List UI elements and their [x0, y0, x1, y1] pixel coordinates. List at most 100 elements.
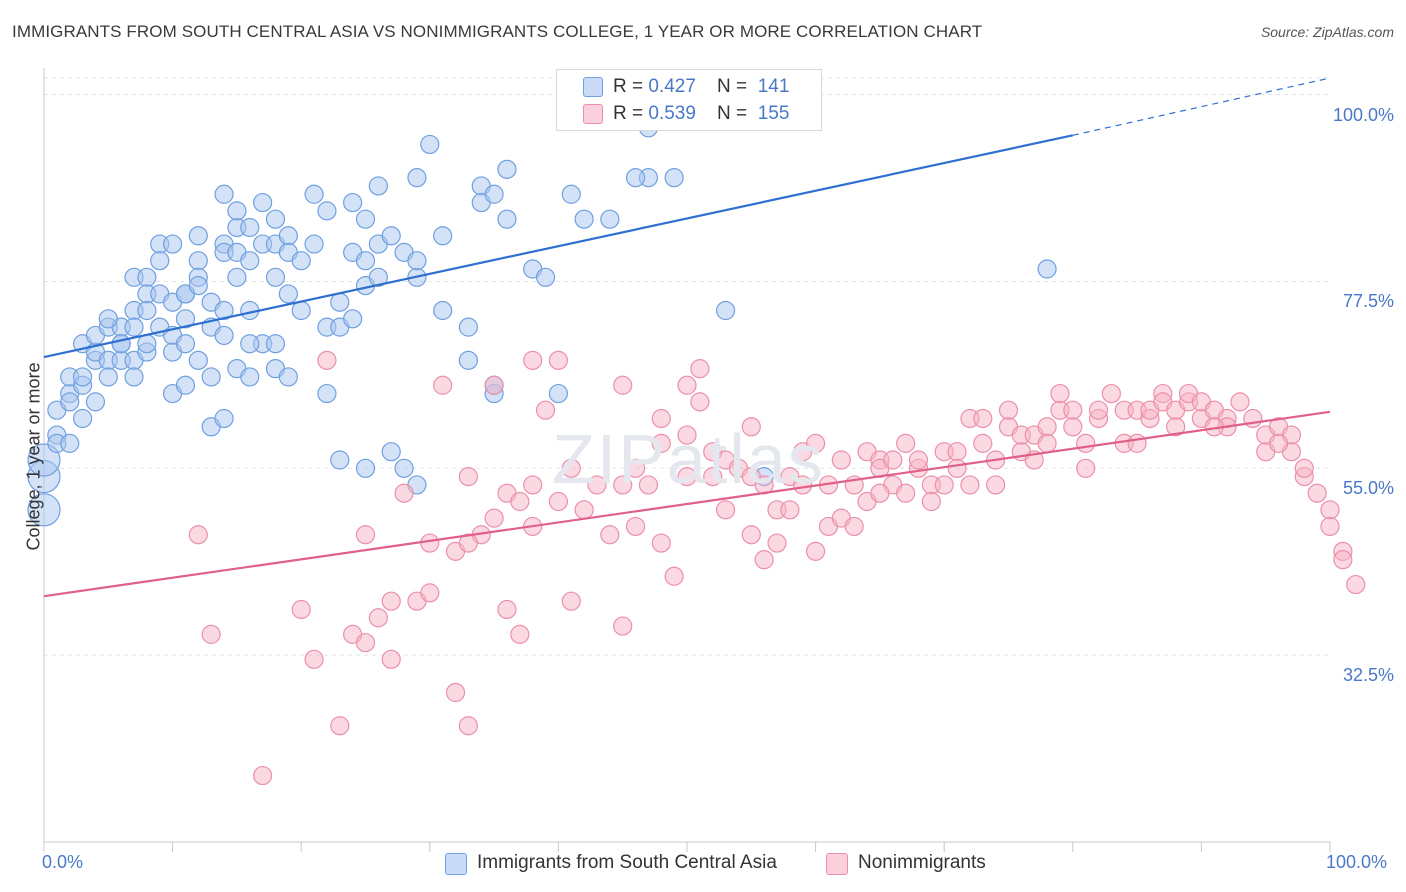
point-immigrants — [368, 267, 388, 287]
point-nonimmigrants — [677, 467, 697, 487]
point-nonimmigrants — [253, 765, 273, 786]
point-immigrants — [27, 493, 61, 527]
point-immigrants — [304, 184, 324, 204]
point-immigrants — [137, 300, 157, 321]
point-immigrants — [420, 134, 440, 155]
point-nonimmigrants — [613, 616, 633, 636]
point-immigrants — [304, 234, 324, 254]
point-nonimmigrants — [458, 533, 478, 553]
point-nonimmigrants — [535, 400, 556, 420]
trendline-immigrants — [43, 134, 1074, 359]
point-nonimmigrants — [484, 508, 504, 528]
point-immigrants — [317, 383, 337, 404]
point-nonimmigrants — [677, 425, 697, 445]
point-immigrants — [497, 209, 517, 229]
r-label: R = — [613, 76, 649, 97]
point-immigrants — [291, 300, 311, 321]
point-nonimmigrants — [986, 475, 1006, 495]
point-immigrants — [72, 367, 93, 387]
point-nonimmigrants — [896, 483, 916, 503]
point-immigrants — [240, 217, 260, 238]
point-immigrants — [240, 367, 260, 387]
r-value: 0.427 — [648, 76, 696, 97]
point-immigrants — [175, 375, 196, 395]
n-label: N = — [717, 76, 753, 97]
point-nonimmigrants — [355, 633, 376, 653]
point-nonimmigrants — [625, 516, 646, 537]
point-immigrants — [98, 309, 118, 329]
point-nonimmigrants — [625, 458, 646, 478]
point-immigrants — [433, 300, 453, 321]
point-immigrants — [407, 168, 427, 188]
point-immigrants — [72, 408, 93, 429]
point-nonimmigrants — [497, 599, 517, 620]
point-nonimmigrants — [317, 350, 337, 370]
point-nonimmigrants — [548, 350, 569, 370]
point-immigrants — [214, 184, 234, 204]
point-immigrants — [278, 226, 298, 246]
point-immigrants — [574, 209, 594, 229]
legend-swatch-blue — [445, 853, 467, 875]
point-nonimmigrants — [561, 591, 581, 611]
point-immigrants — [175, 334, 196, 354]
chart-title: IMMIGRANTS FROM SOUTH CENTRAL ASIA VS NO… — [12, 22, 983, 41]
point-immigrants — [330, 450, 350, 470]
point-nonimmigrants — [793, 475, 813, 495]
point-immigrants — [227, 267, 247, 287]
point-immigrants — [407, 251, 427, 271]
point-nonimmigrants — [613, 375, 633, 395]
point-immigrants — [214, 325, 234, 346]
point-nonimmigrants — [780, 500, 800, 520]
n-value: 155 — [757, 103, 790, 124]
point-immigrants — [27, 443, 61, 477]
point-nonimmigrants — [1127, 433, 1147, 453]
x-tick-label-max: 100.0% — [1326, 852, 1388, 872]
point-nonimmigrants — [381, 591, 401, 611]
y-tick-label: 77.5% — [1342, 291, 1394, 312]
point-nonimmigrants — [1037, 433, 1057, 453]
n-label: N = — [717, 103, 753, 124]
point-nonimmigrants — [1076, 433, 1096, 453]
point-nonimmigrants — [998, 400, 1019, 420]
point-immigrants — [355, 209, 376, 229]
point-nonimmigrants — [651, 433, 671, 453]
point-immigrants — [381, 442, 401, 462]
point-immigrants — [265, 334, 286, 354]
point-nonimmigrants — [523, 475, 543, 495]
point-nonimmigrants — [510, 491, 530, 512]
point-nonimmigrants — [703, 467, 723, 487]
point-nonimmigrants — [805, 433, 826, 453]
point-nonimmigrants — [960, 475, 980, 495]
point-nonimmigrants — [921, 491, 941, 512]
point-immigrants — [214, 300, 234, 321]
r-value: 0.539 — [648, 103, 696, 124]
point-immigrants — [433, 226, 453, 246]
point-nonimmigrants — [188, 525, 208, 545]
point-immigrants — [368, 176, 388, 196]
point-immigrants — [317, 201, 337, 221]
point-nonimmigrants — [355, 525, 376, 545]
point-immigrants — [240, 334, 260, 354]
point-nonimmigrants — [1088, 400, 1109, 420]
point-nonimmigrants — [908, 450, 929, 470]
point-immigrants — [240, 251, 260, 271]
y-tick-label: 100.0% — [1332, 104, 1394, 125]
point-nonimmigrants — [304, 649, 324, 669]
point-nonimmigrants — [754, 550, 774, 570]
point-nonimmigrants — [690, 359, 710, 379]
point-nonimmigrants — [1050, 383, 1070, 404]
correlation-legend: R = 0.427 N = 141 R = 0.539 N = 155 — [556, 69, 822, 131]
point-immigrants — [137, 267, 157, 287]
point-nonimmigrants — [201, 624, 221, 644]
point-nonimmigrants — [291, 599, 311, 620]
point-immigrants — [175, 309, 196, 329]
point-immigrants — [548, 383, 569, 404]
point-immigrants — [227, 201, 247, 221]
legend-label: Nonimmigrants — [858, 852, 986, 873]
point-nonimmigrants — [1076, 458, 1096, 478]
legend-swatch-blue — [583, 77, 603, 97]
point-nonimmigrants — [870, 483, 890, 503]
point-nonimmigrants — [510, 624, 530, 644]
point-immigrants — [188, 226, 208, 246]
